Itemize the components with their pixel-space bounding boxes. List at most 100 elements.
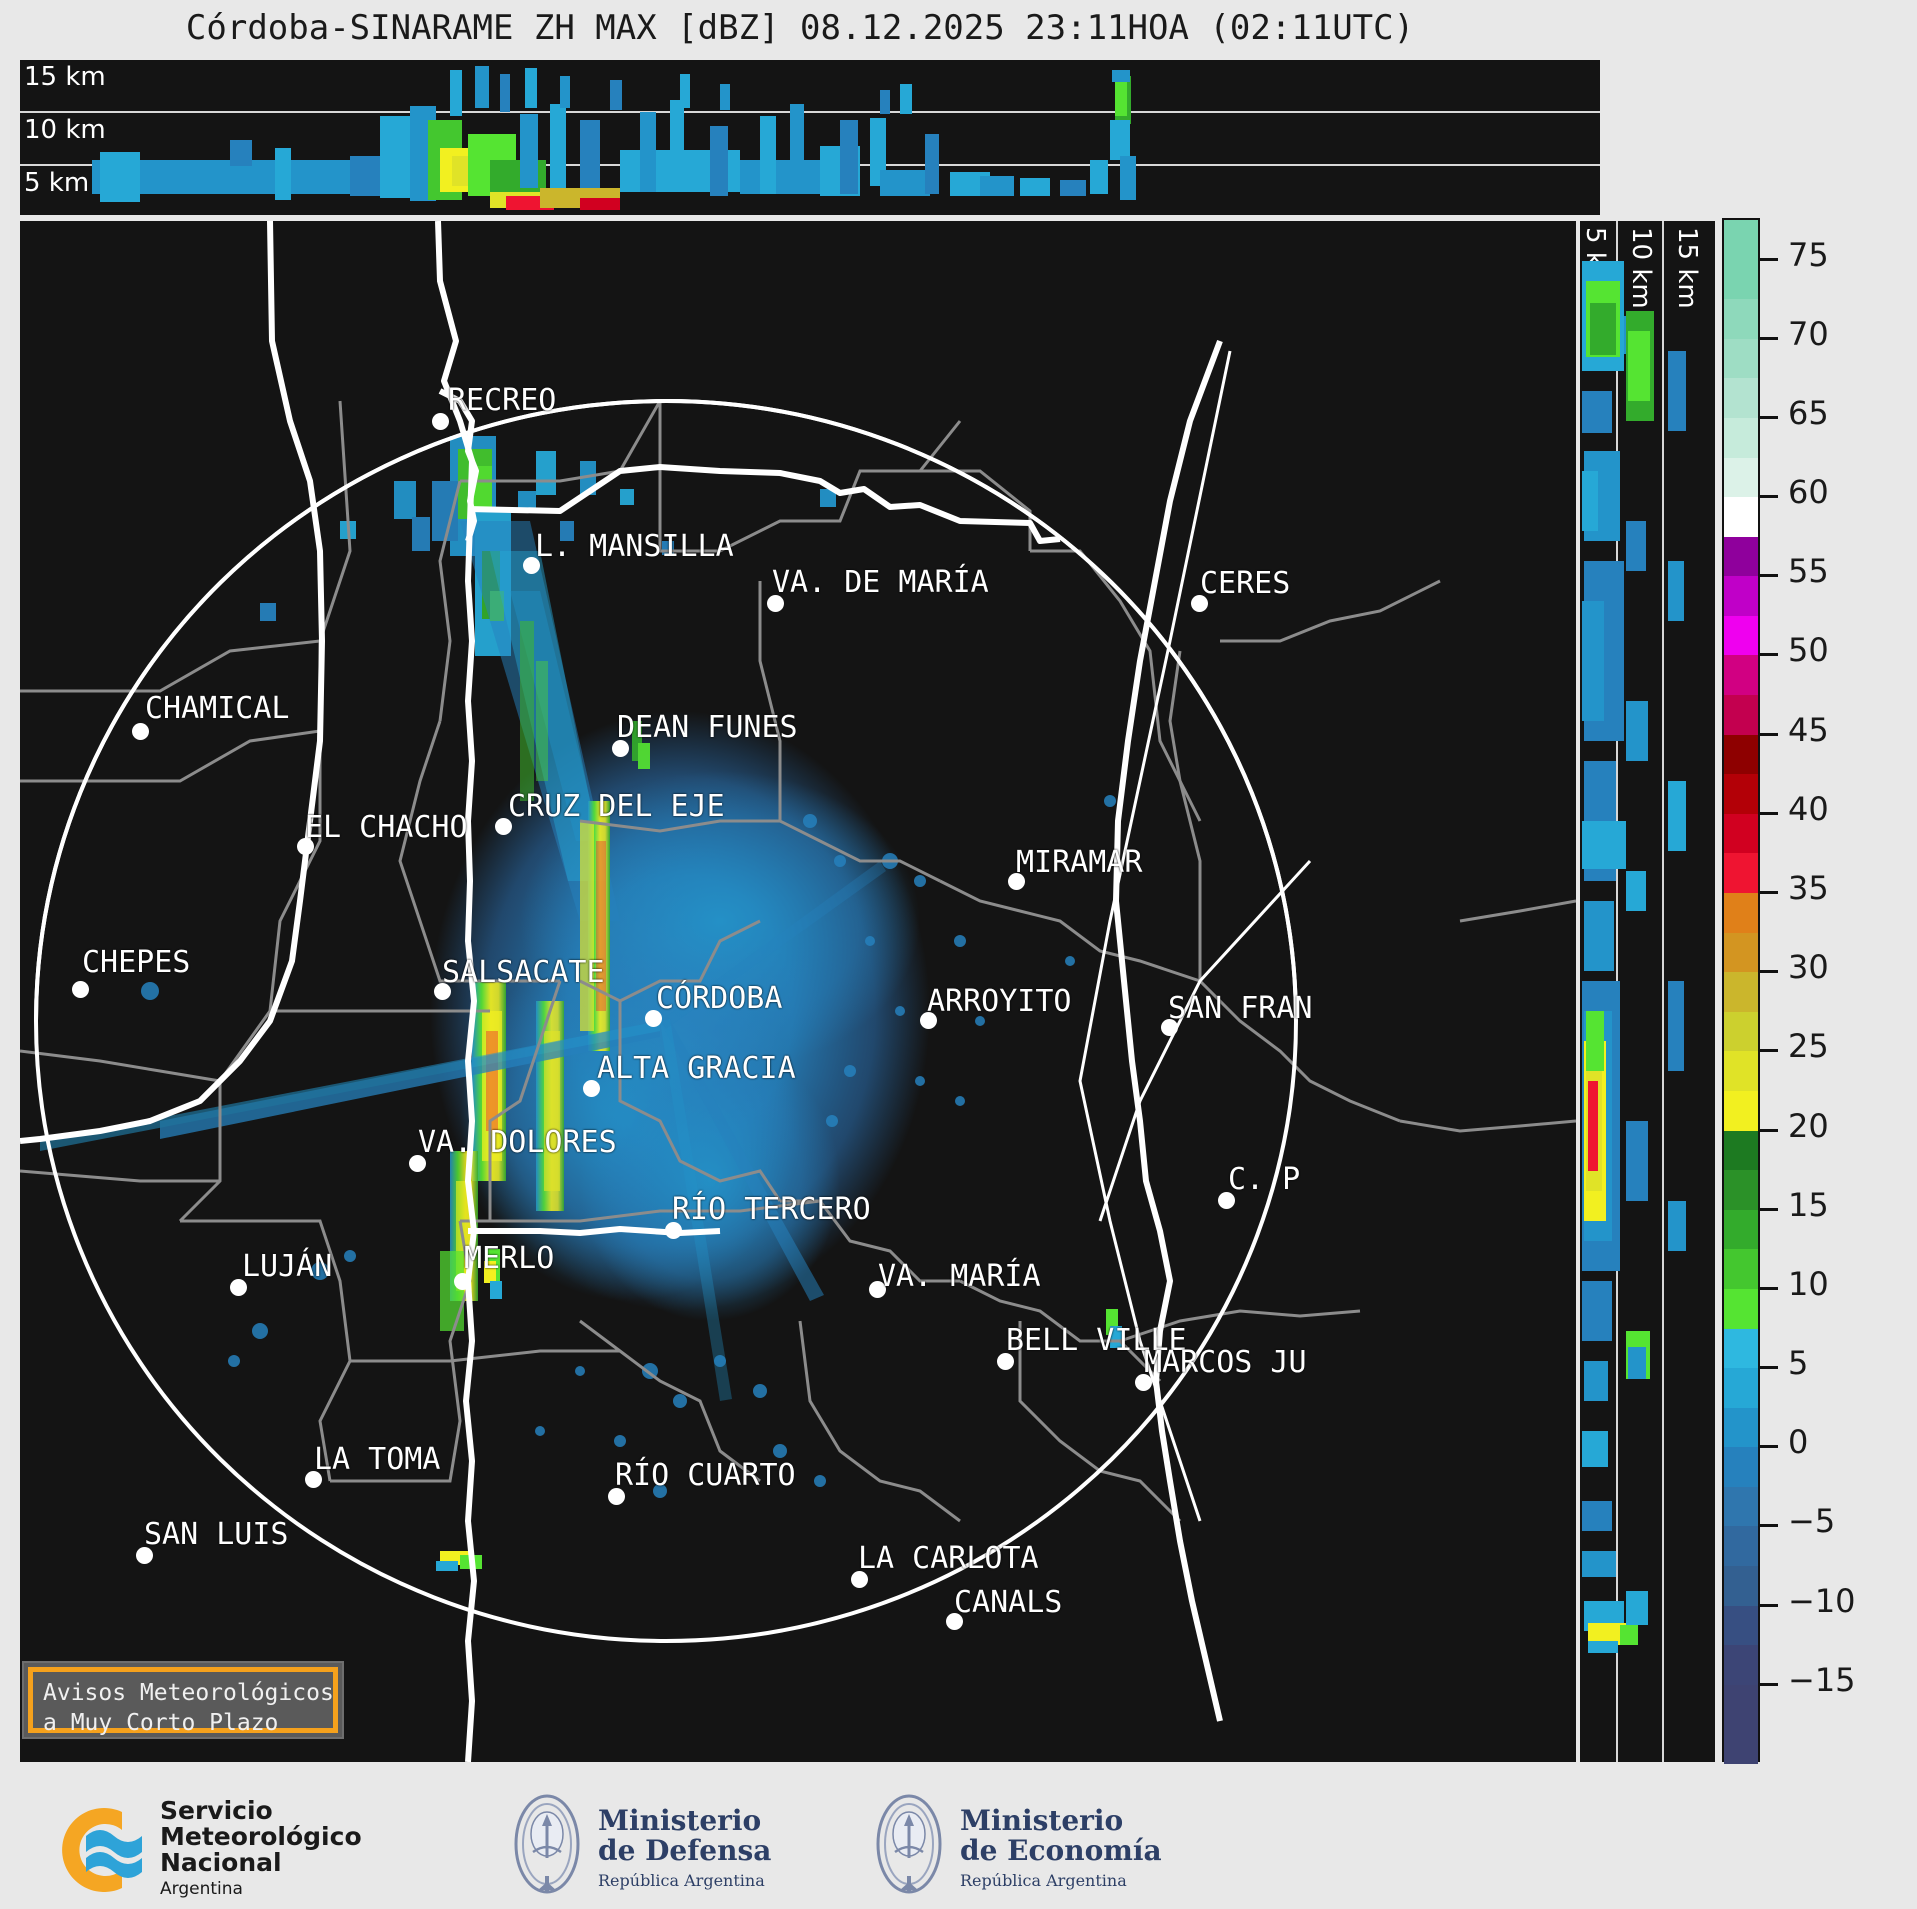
colorbar-tick xyxy=(1760,1049,1778,1053)
city-label-cruz-del-eje: CRUZ DEL EJE xyxy=(508,789,725,824)
colorbar-segment xyxy=(1724,1328,1758,1369)
ministerio-economia-logo: Ministerio de Economía República Argenti… xyxy=(870,1790,1162,1902)
colorbar-tick xyxy=(1760,891,1778,895)
colorbar-tick-label: 25 xyxy=(1788,1027,1829,1066)
colorbar-tick xyxy=(1760,336,1778,340)
colorbar-segment xyxy=(1724,695,1758,735)
radar-echo-field xyxy=(40,436,1122,1571)
city-dot xyxy=(434,983,451,1000)
city-label-l-mansilla: L. MANSILLA xyxy=(535,529,734,564)
footer-logos: Servicio Meteorológico Nacional Argentin… xyxy=(0,1790,1917,1909)
colorbar-segment xyxy=(1724,457,1758,498)
city-label-va-dolores: VA. DOLORES xyxy=(418,1125,617,1160)
colorbar-segment xyxy=(1724,1051,1758,1091)
colorbar-tick xyxy=(1760,1603,1778,1607)
city-dot xyxy=(132,723,149,740)
city-label-c-p: C. P xyxy=(1228,1162,1301,1197)
radar-map-panel[interactable]: RECREO L. MANSILLA VA. DE MARÍA CERES CH… xyxy=(20,221,1576,1762)
colorbar-tick xyxy=(1760,1128,1778,1132)
city-dot xyxy=(583,1080,600,1097)
height-gridline-10km-v xyxy=(1662,221,1664,1762)
colorbar-tick-label: 45 xyxy=(1788,710,1829,749)
colorbar-segment xyxy=(1724,1407,1758,1448)
city-label-merlo: MERLO xyxy=(464,1241,555,1276)
colorbar-tick-label: 65 xyxy=(1788,393,1829,432)
height-label-15km: 15 km xyxy=(24,62,106,92)
colorbar-segment xyxy=(1724,1526,1758,1567)
colorbar-tick-label: −10 xyxy=(1788,1581,1856,1620)
city-label-san-francisco: SAN FRAN xyxy=(1168,991,1313,1026)
colorbar-tick-label: 55 xyxy=(1788,552,1829,591)
page-title: Córdoba-SINARAME ZH MAX [dBZ] 08.12.2025… xyxy=(185,8,1415,48)
city-label-la-carlota: LA CARLOTA xyxy=(858,1541,1039,1576)
city-dot xyxy=(72,981,89,998)
colorbar-segment xyxy=(1724,1249,1758,1289)
city-label-miramar: MIRAMAR xyxy=(1016,845,1143,880)
height-label-10km: 10 km xyxy=(24,115,106,145)
city-label-chamical: CHAMICAL xyxy=(145,691,290,726)
city-label-cordoba: CÓRDOBA xyxy=(656,981,783,1016)
city-dot xyxy=(920,1012,937,1029)
smn-line-3: Nacional xyxy=(160,1848,282,1877)
colorbar-segment xyxy=(1724,932,1758,973)
city-label-la-toma: LA TOMA xyxy=(314,1442,441,1477)
smn-line-2: Meteorológico xyxy=(160,1822,362,1851)
colorbar-tick xyxy=(1760,1524,1778,1528)
colorbar-segment xyxy=(1724,734,1758,775)
colorbar-tick xyxy=(1760,415,1778,419)
colorbar-tick xyxy=(1760,653,1778,657)
colorbar-tick xyxy=(1760,1682,1778,1686)
city-dot xyxy=(523,557,540,574)
colorbar-segment xyxy=(1724,1486,1758,1527)
city-dot xyxy=(230,1279,247,1296)
top-cross-section-panel: 15 km 10 km 5 km xyxy=(20,60,1600,215)
city-dot xyxy=(432,413,449,430)
weather-warning-box[interactable]: Avisos Meteorológicos a Muy Corto Plazo xyxy=(22,1661,344,1739)
city-dot xyxy=(612,740,629,757)
colorbar-segment xyxy=(1724,497,1758,537)
colorbar-tick-label: 60 xyxy=(1788,473,1829,512)
colorbar-segment xyxy=(1724,299,1758,339)
colorbar-segment xyxy=(1724,378,1758,418)
colorbar-tick-label: −15 xyxy=(1788,1660,1856,1699)
colorbar-tick-label: 5 xyxy=(1788,1344,1809,1383)
warning-line-1: Avisos Meteorológicos xyxy=(43,1680,334,1706)
city-dot xyxy=(997,1353,1014,1370)
city-label-rio-tercero: RÍO TERCERO xyxy=(672,1192,871,1227)
colorbar-tick-label: 0 xyxy=(1788,1423,1809,1462)
city-dot xyxy=(869,1281,886,1298)
city-label-ceres: CERES xyxy=(1200,566,1291,601)
city-label-va-maria: VA. MARÍA xyxy=(878,1259,1041,1294)
city-label-chepes: CHEPES xyxy=(82,945,191,980)
colorbar-tick-label: 35 xyxy=(1788,869,1829,908)
city-dot xyxy=(946,1613,963,1630)
city-dot xyxy=(608,1488,625,1505)
colorbar-tick xyxy=(1760,495,1778,499)
colorbar-segment xyxy=(1724,220,1758,260)
economia-line-3: República Argentina xyxy=(960,1871,1127,1890)
colorbar-segment xyxy=(1724,1011,1758,1052)
colorbar-segment xyxy=(1724,417,1758,458)
city-dot xyxy=(1218,1192,1235,1209)
ministerio-defensa-logo: Ministerio de Defensa República Argentin… xyxy=(508,1790,771,1902)
colorbar-tick xyxy=(1760,970,1778,974)
colorbar-segment xyxy=(1724,576,1758,616)
top-cross-section-echoes xyxy=(92,66,1136,210)
colorbar-tick xyxy=(1760,1445,1778,1449)
city-dot xyxy=(851,1571,868,1588)
warning-line-2: a Muy Corto Plazo xyxy=(43,1710,279,1736)
colorbar-segment xyxy=(1724,1288,1758,1329)
city-label-lujan: LUJÁN xyxy=(242,1249,333,1284)
colorbar-tick-label: 20 xyxy=(1788,1106,1829,1145)
city-dot xyxy=(409,1155,426,1172)
colorbar-segment xyxy=(1724,1368,1758,1408)
economia-line-2: de Economía xyxy=(960,1834,1162,1867)
colorbar-tick-label: 75 xyxy=(1788,235,1829,274)
colorbar-segment xyxy=(1724,1645,1758,1685)
colorbar-segment xyxy=(1724,338,1758,379)
colorbar-segment xyxy=(1724,1209,1758,1250)
city-label-el-chacho: EL CHACHO xyxy=(305,810,468,845)
colorbar-gradient xyxy=(1722,218,1760,1764)
city-dot xyxy=(136,1547,153,1564)
colorbar-segment xyxy=(1724,853,1758,893)
